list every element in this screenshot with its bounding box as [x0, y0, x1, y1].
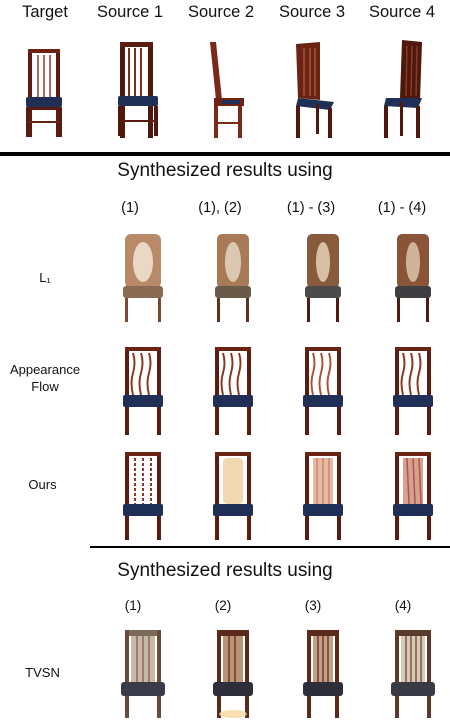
- image-source-3-chair: [290, 40, 350, 140]
- image-tvsn-col1: [115, 628, 175, 722]
- image-ours-col2: [205, 450, 265, 542]
- image-source-2-chair: [200, 40, 260, 140]
- section-divider-thick: [0, 152, 450, 156]
- section2-col-2: (2): [214, 598, 232, 613]
- section1-col-1: (1): [121, 200, 139, 216]
- header-source-3: Source 3: [278, 3, 346, 21]
- section2-title: Synthesized results using: [117, 560, 333, 581]
- section1-title: Synthesized results using: [117, 160, 333, 181]
- section1-col-4: (1) - (4): [377, 200, 427, 216]
- section2-col-1: (1): [124, 598, 142, 613]
- section-divider-thin: [90, 546, 450, 548]
- image-l1-col4: [385, 232, 445, 324]
- image-tvsn-col2: [205, 628, 265, 722]
- section2-col-4: (4): [394, 598, 412, 613]
- row-label-tvsn: TVSN: [25, 665, 60, 680]
- section1-col-2: (1), (2): [198, 200, 242, 216]
- header-target: Target: [22, 3, 68, 21]
- header-source-2: Source 2: [187, 3, 255, 21]
- header-source-1: Source 1: [96, 3, 164, 21]
- image-appflow-col2: [205, 345, 265, 437]
- image-l1-col3: [295, 232, 355, 324]
- image-ours-col1: [115, 450, 175, 542]
- section1-col-3: (1) - (3): [286, 200, 336, 216]
- row-label-appearance-flow: Appearance Flow: [9, 362, 81, 394]
- image-target-chair: [16, 45, 76, 140]
- row-label-l1: L₁: [39, 270, 51, 285]
- row-label-ours: Ours: [28, 477, 57, 492]
- image-tvsn-col4: [385, 628, 445, 722]
- section2-col-3: (3): [304, 598, 322, 613]
- image-source-4-chair: [380, 38, 440, 140]
- image-ours-col4: [385, 450, 445, 542]
- image-appflow-col4: [385, 345, 445, 437]
- image-source-1-chair: [110, 40, 170, 140]
- image-ours-col3: [295, 450, 355, 542]
- image-appflow-col3: [295, 345, 355, 437]
- image-l1-col2: [205, 232, 265, 324]
- image-l1-col1: [115, 232, 175, 324]
- image-appflow-col1: [115, 345, 175, 437]
- header-source-4: Source 4: [368, 3, 436, 21]
- image-tvsn-col3: [295, 628, 355, 722]
